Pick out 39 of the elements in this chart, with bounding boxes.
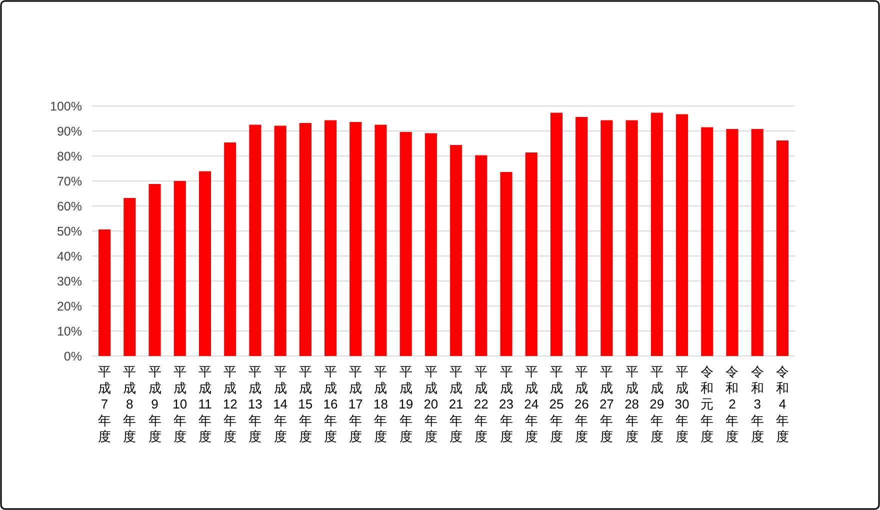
y-tick-label: 90% [56,124,82,138]
x-tick-label: 平成17年度 [348,364,363,444]
x-tick-label: 平成18年度 [374,364,388,444]
x-tick-label: 平成29年度 [650,364,664,444]
x-tick-label: 平成15年度 [298,364,313,444]
y-tick-label: 30% [56,274,82,288]
y-tick-label: 80% [56,150,82,164]
x-tick-label: 平成10年度 [172,364,188,444]
y-tick-label: 40% [56,250,82,264]
x-tick-label: 平成14年度 [273,364,288,444]
x-tick-label: 令和4年度 [776,364,789,444]
x-tick-label: 平成9年度 [148,364,162,444]
x-tick-label: 平成24年度 [524,364,539,444]
x-tick-label: 平成30年度 [674,364,690,444]
x-tick-label: 平成22年度 [474,364,488,444]
x-tick-label: 平成19年度 [398,364,414,444]
x-tick-label: 令和元年度 [700,364,714,444]
x-tick-label: 平成13年度 [248,364,262,444]
x-tick-label: 平成27年度 [599,364,614,444]
x-tick-label: 平成11年度 [198,364,212,444]
y-tick-label: 50% [56,224,82,238]
x-tick-label: 平成21年度 [448,364,464,444]
x-tick-label: 平成12年度 [222,364,238,444]
x-tick-label: 平成20年度 [424,364,438,444]
x-tick-label: 令和2年度 [726,364,739,444]
y-tick-label: 0% [64,350,82,364]
y-tick-label: 20% [56,300,82,314]
y-tick-label: 10% [56,324,82,338]
x-tick-label: 平成7年度 [98,364,112,444]
x-tick-label: 平成16年度 [323,364,338,444]
x-tick-label: 平成28年度 [624,364,640,444]
y-tick-label: 100% [50,100,82,114]
y-tick-label: 60% [56,200,82,214]
x-tick-label: 平成23年度 [499,364,514,444]
x-tick-label: 平成26年度 [574,364,589,444]
y-tick-label: 70% [56,174,82,188]
x-tick-label: 平成25年度 [549,364,564,444]
x-tick-label: 令和3年度 [750,364,764,444]
x-tick-label: 平成8年度 [123,364,136,444]
